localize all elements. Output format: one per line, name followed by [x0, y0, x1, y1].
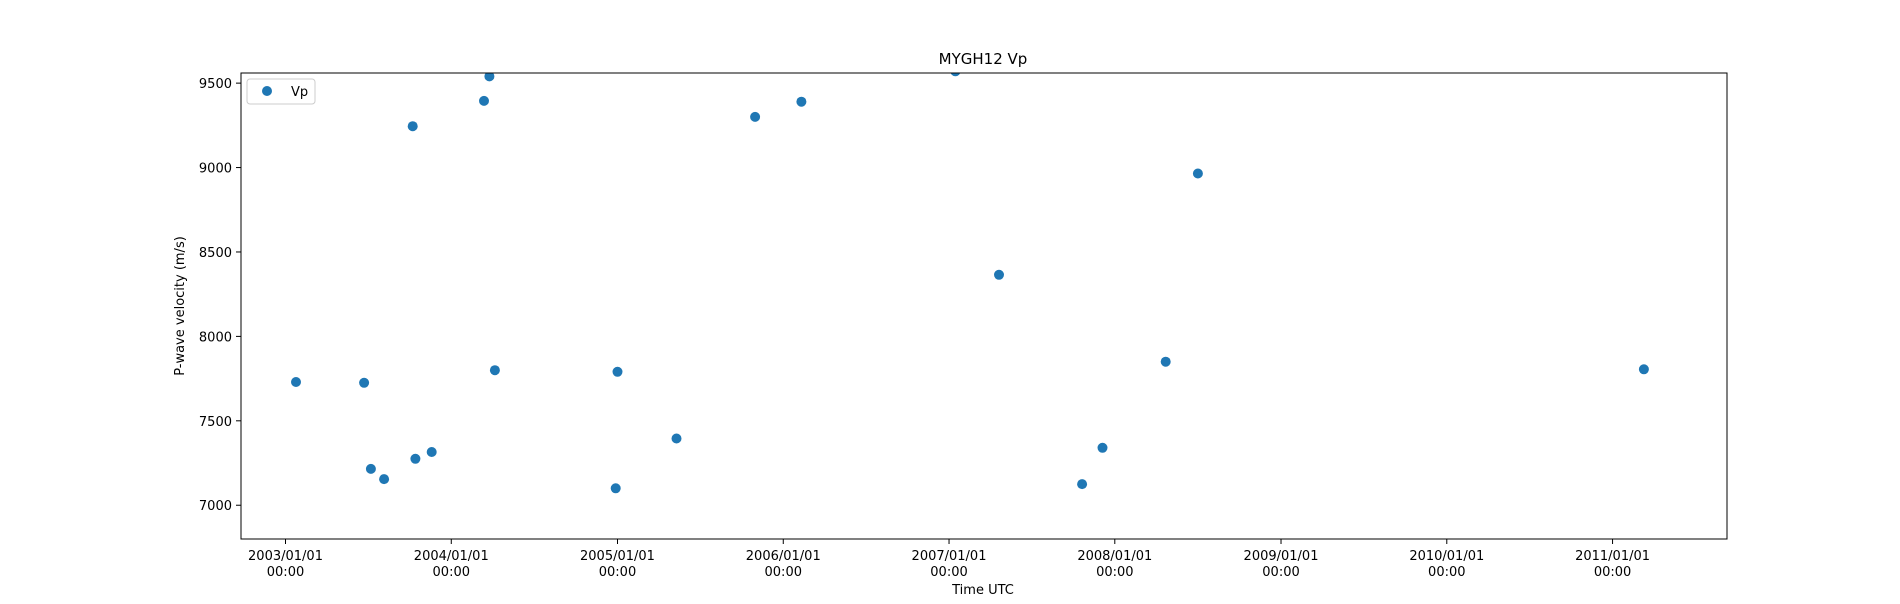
plot-frame [240, 72, 1728, 540]
x-tick-label: 2009/01/01 [1244, 549, 1319, 564]
x-tick-label: 2007/01/01 [912, 549, 987, 564]
data-point [610, 483, 621, 494]
x-tick-label: 2010/01/01 [1409, 549, 1484, 564]
x-tick-label-time: 00:00 [1262, 565, 1299, 580]
data-point [407, 121, 418, 132]
x-axis-label: Time UTC [951, 583, 1014, 598]
y-axis-ticks: 7000 7500 8000 8500 9000 9500 [199, 77, 241, 514]
x-tick-label-time: 00:00 [1096, 565, 1133, 580]
x-tick-label-time: 00:00 [930, 565, 967, 580]
data-point [359, 377, 370, 388]
data-point [994, 269, 1004, 280]
x-tick-label: 2008/01/01 [1077, 549, 1152, 564]
x-tick-label-time: 00:00 [1594, 565, 1631, 580]
y-tick-label: 7500 [199, 415, 232, 430]
data-point [291, 377, 301, 387]
data-points [291, 73, 1649, 494]
y-tick-label: 9500 [199, 77, 232, 92]
x-tick-label-time: 00:00 [765, 565, 802, 580]
x-tick-label: 2005/01/01 [580, 549, 655, 564]
data-point [426, 447, 437, 457]
legend-marker [262, 86, 272, 96]
legend-box [246, 78, 316, 105]
y-tick-label: 9000 [199, 162, 232, 177]
x-tick-label: 2004/01/01 [414, 549, 489, 564]
data-point [479, 95, 489, 106]
data-point [1160, 356, 1171, 367]
data-point [1097, 442, 1108, 453]
data-point [410, 453, 421, 464]
y-axis-label: P-wave velocity (m/s) [173, 236, 188, 376]
data-point [484, 73, 495, 82]
x-tick-label: 2011/01/01 [1575, 549, 1650, 564]
x-tick-label-time: 00:00 [599, 565, 636, 580]
data-point [379, 474, 390, 485]
data-point [671, 433, 682, 444]
y-tick-label: 7000 [199, 499, 232, 514]
chart-title: MYGH12 Vp [939, 50, 1028, 68]
legend-label: Vp [291, 85, 308, 100]
data-point [750, 111, 761, 122]
x-tick-label-time: 00:00 [433, 565, 470, 580]
data-point [1192, 168, 1203, 179]
data-point [612, 366, 623, 377]
legend: Vp [246, 78, 316, 105]
data-point [950, 73, 961, 77]
x-tick-label: 2003/01/01 [248, 549, 323, 564]
data-point [489, 365, 500, 376]
y-tick-label: 8500 [199, 246, 232, 261]
x-tick-label: 2006/01/01 [746, 549, 821, 564]
x-axis-ticks: 2003/01/0100:002004/01/0100:002005/01/01… [248, 539, 1650, 580]
data-point [796, 96, 807, 107]
x-tick-label-time: 00:00 [1428, 565, 1465, 580]
data-point [365, 463, 376, 474]
data-point [1077, 479, 1088, 490]
y-tick-label: 8000 [199, 330, 232, 345]
x-tick-label-time: 00:00 [267, 565, 304, 580]
data-point [1638, 364, 1649, 375]
